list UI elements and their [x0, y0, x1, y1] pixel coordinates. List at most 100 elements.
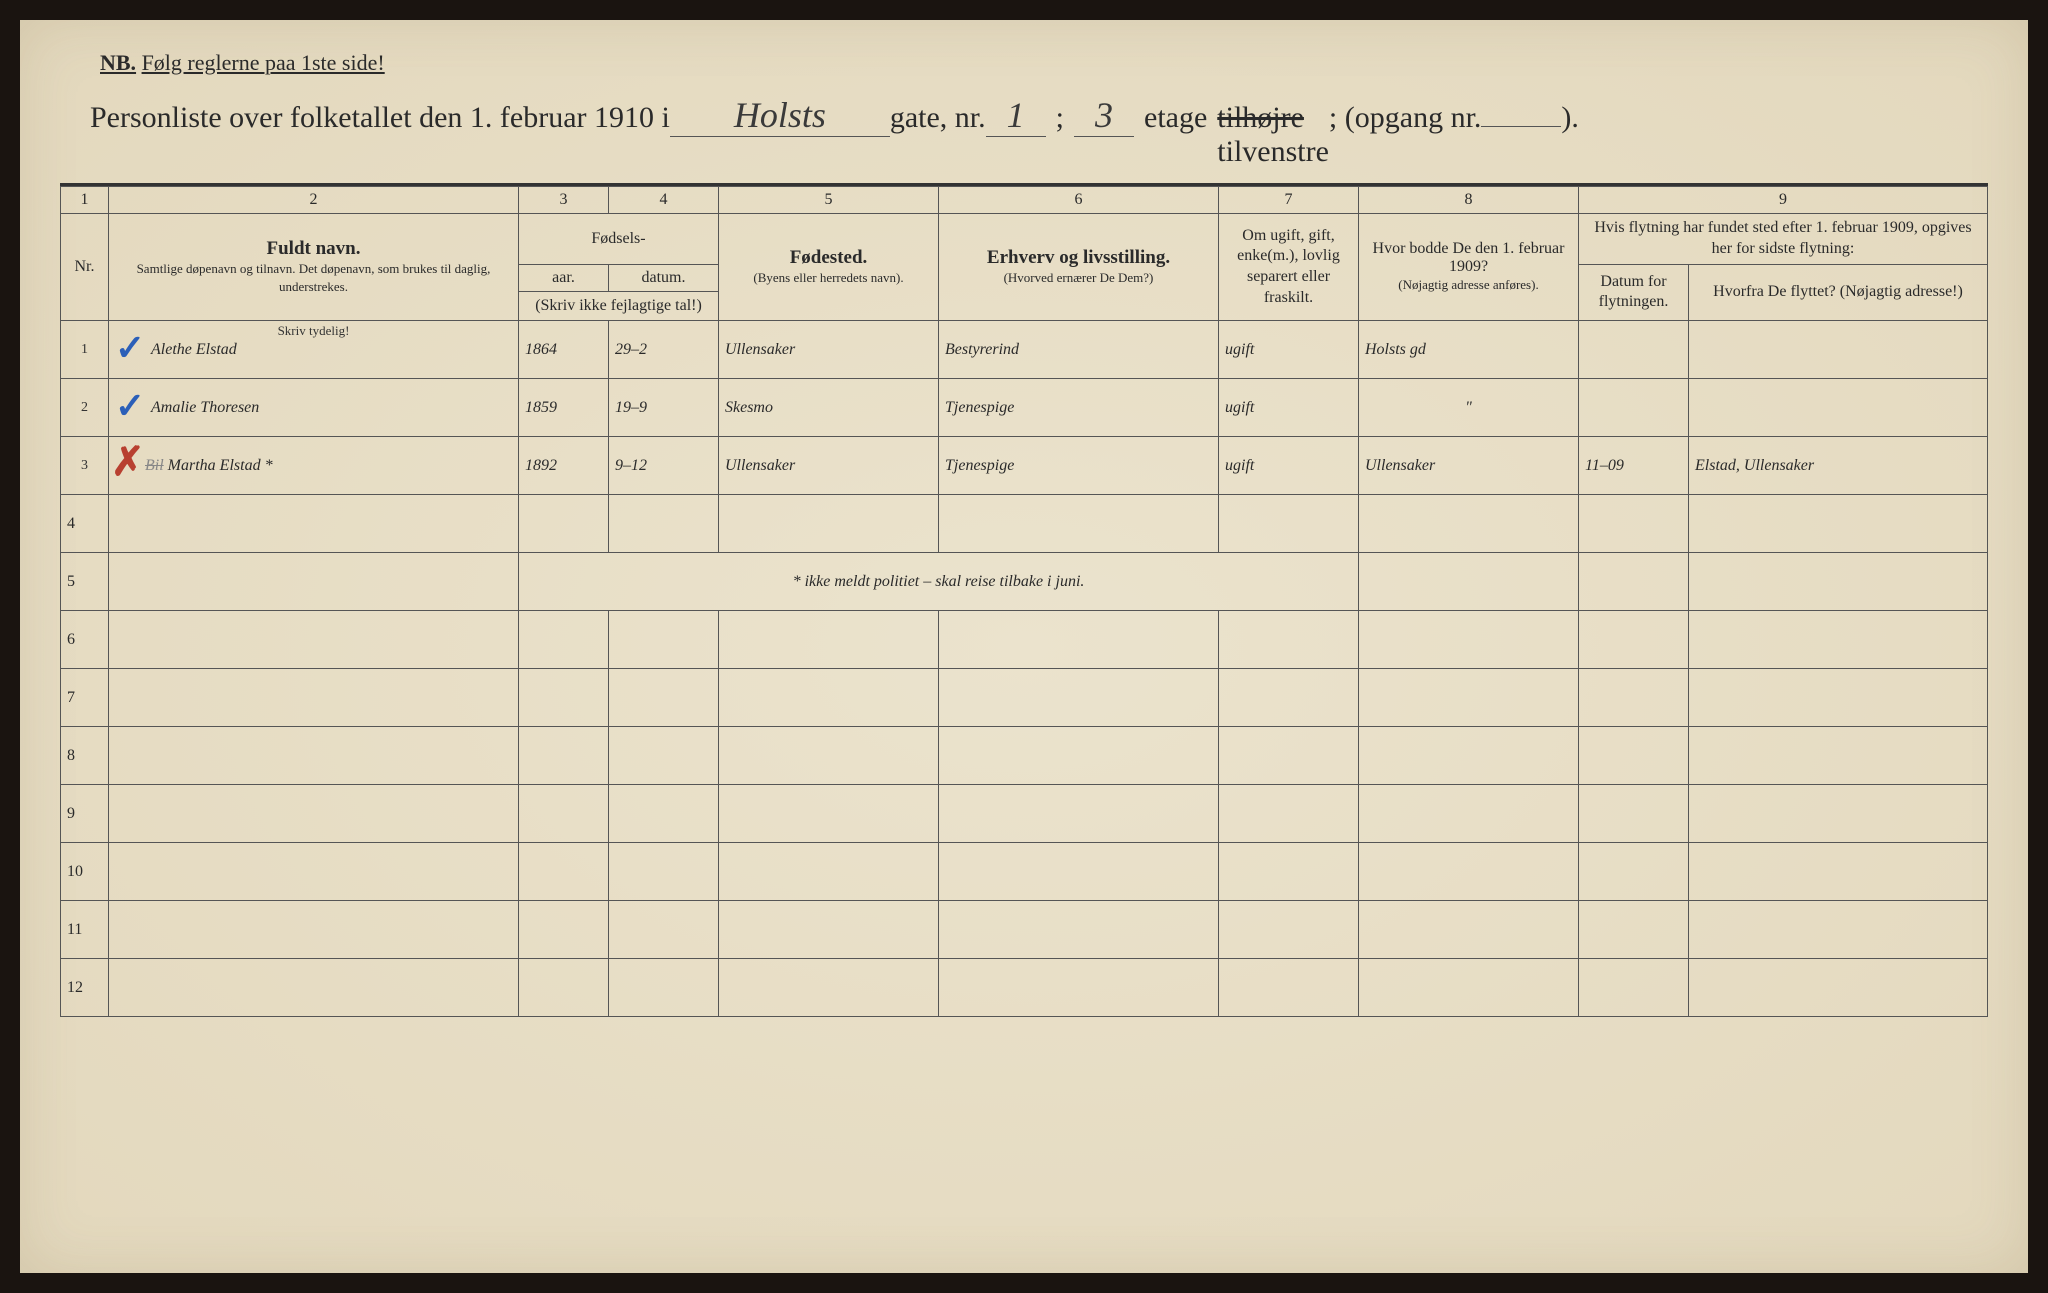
- row-nr: 4: [61, 495, 109, 553]
- table-row: 2 ✓ Amalie Thoresen 1859 19–9 Skesmo Tje…: [61, 379, 1988, 437]
- row-status: ugift: [1219, 321, 1359, 379]
- row-nr: 10: [61, 843, 109, 901]
- col-birthplace-main: Fødested.: [790, 247, 868, 268]
- row-nr: 8: [61, 727, 109, 785]
- col-nr-header: Nr.: [61, 214, 109, 321]
- col-movedate-header: Datum for flytningen.: [1579, 264, 1689, 321]
- form-title-line: Personliste over folketallet den 1. febr…: [60, 94, 1988, 186]
- row-nr: 5: [61, 553, 109, 611]
- row-status: ugift: [1219, 379, 1359, 437]
- col-birthplace-header: Fødested. (Byens eller herredets navn).: [719, 214, 939, 321]
- gate-label: gate, nr.: [890, 101, 986, 135]
- table-row-empty: 11: [61, 901, 1988, 959]
- census-table: 1 2 3 4 5 6 7 8 9 Nr. Fuldt navn. Samtli…: [60, 186, 1988, 1017]
- row-nr: 2: [61, 379, 109, 437]
- colnum-2: 2: [109, 187, 519, 214]
- col-status-header: Om ugift, gift, enke(m.), lovlig separer…: [1219, 214, 1359, 321]
- table-body: 1 Skriv tydelig! ✓ Alethe Elstad 1864 29…: [61, 321, 1988, 1017]
- table-row-empty: 7: [61, 669, 1988, 727]
- row-movefrom: Elstad, Ullensaker: [1689, 437, 1988, 495]
- row-addr1909: Ullensaker: [1359, 437, 1579, 495]
- row-date: 19–9: [609, 379, 719, 437]
- col-name-header: Fuldt navn. Samtlige døpenavn og tilnavn…: [109, 214, 519, 321]
- colnum-8: 8: [1359, 187, 1579, 214]
- closing-paren: ).: [1561, 101, 1579, 135]
- header-row-1: Nr. Fuldt navn. Samtlige døpenavn og til…: [61, 214, 1988, 265]
- col-birthplace-sub: (Byens eller herredets navn).: [753, 270, 903, 285]
- col-birth-sub: (Skriv ikke fejlagtige tal!): [519, 291, 719, 321]
- col-addr1909-main: Hvor bodde De den 1. februar 1909?: [1373, 240, 1565, 275]
- row-date: 29–2: [609, 321, 719, 379]
- row-name: Amalie Thoresen: [151, 399, 259, 416]
- colnum-3: 3: [519, 187, 609, 214]
- row-occupation: Bestyrerind: [939, 321, 1219, 379]
- table-row-empty: 8: [61, 727, 1988, 785]
- table-row-note: 5 * ikke meldt politiet – skal reise til…: [61, 553, 1988, 611]
- nb-instruction: NB. Følg reglerne paa 1ste side!: [60, 50, 1988, 76]
- row-nr: 7: [61, 669, 109, 727]
- row-name-cell: Skriv tydelig! ✓ Alethe Elstad: [109, 321, 519, 379]
- row-addr1909: Holsts gd: [1359, 321, 1579, 379]
- row-nr: 9: [61, 785, 109, 843]
- table-row: 3 ✗ Bil Martha Elstad * 1892 9–12 Ullens…: [61, 437, 1988, 495]
- row-name: Alethe Elstad: [151, 341, 237, 358]
- col-addr1909-sub: (Nøjagtig adresse anføres).: [1398, 277, 1538, 292]
- col-occupation-main: Erhverv og livsstilling.: [987, 247, 1170, 268]
- colnum-7: 7: [1219, 187, 1359, 214]
- title-prefix: Personliste over folketallet den 1. febr…: [90, 101, 670, 135]
- footnote-text: * ikke meldt politiet – skal reise tilba…: [519, 553, 1359, 611]
- row-name: Martha Elstad *: [168, 457, 273, 474]
- row-movefrom: [1689, 379, 1988, 437]
- row-name-cell: ✓ Amalie Thoresen: [109, 379, 519, 437]
- colnum-6: 6: [939, 187, 1219, 214]
- row-movedate: [1579, 321, 1689, 379]
- check-mark-icon: ✓: [115, 327, 145, 369]
- tilvenstre: tilvenstre: [1217, 135, 1329, 168]
- col-movefrom-header: Hvorfra De flyttet? (Nøjagtig adresse!): [1689, 264, 1988, 321]
- row-nr: 1: [61, 321, 109, 379]
- census-form-page: NB. Følg reglerne paa 1ste side! Personl…: [20, 20, 2028, 1273]
- tilhojre-struck: tilhøjre: [1217, 101, 1304, 134]
- colnum-4: 4: [609, 187, 719, 214]
- nb-text: Følg reglerne paa 1ste side!: [142, 50, 385, 75]
- col-year-header: aar.: [519, 264, 609, 291]
- check-mark-icon: ✓: [115, 385, 145, 427]
- street-name-field: Holsts: [670, 94, 890, 137]
- col-date-header: datum.: [609, 264, 719, 291]
- skriv-tydelig-label: Skriv tydelig!: [278, 323, 350, 339]
- colnum-5: 5: [719, 187, 939, 214]
- opgang-nr-field: [1481, 126, 1561, 127]
- nb-label: NB.: [100, 50, 136, 75]
- colnum-1: 1: [61, 187, 109, 214]
- table-row-empty: 4: [61, 495, 1988, 553]
- etage-nr-field: 3: [1074, 94, 1134, 137]
- col-move-group: Hvis flytning har fundet sted efter 1. f…: [1579, 214, 1988, 265]
- row-nr: 12: [61, 959, 109, 1017]
- row-status: ugift: [1219, 437, 1359, 495]
- col-name-main: Fuldt navn.: [267, 238, 361, 259]
- row-occupation: Tjenespige: [939, 437, 1219, 495]
- col-occupation-header: Erhverv og livsstilling. (Hvorved ernære…: [939, 214, 1219, 321]
- col-addr1909-header: Hvor bodde De den 1. februar 1909? (Nøja…: [1359, 214, 1579, 321]
- row-addr1909-ditto: ": [1359, 379, 1579, 437]
- row-movefrom: [1689, 321, 1988, 379]
- row-year: 1892: [519, 437, 609, 495]
- struck-prefix: Bil: [145, 457, 164, 474]
- table-row-empty: 6: [61, 611, 1988, 669]
- semicolon: ;: [1056, 101, 1064, 135]
- row-movedate: 11–09: [1579, 437, 1689, 495]
- table-row: 1 Skriv tydelig! ✓ Alethe Elstad 1864 29…: [61, 321, 1988, 379]
- row-movedate: [1579, 379, 1689, 437]
- col-name-sub: Samtlige døpenavn og tilnavn. Det døpena…: [137, 261, 491, 294]
- column-number-row: 1 2 3 4 5 6 7 8 9: [61, 187, 1988, 214]
- x-mark-icon: ✗: [111, 439, 145, 485]
- table-header: 1 2 3 4 5 6 7 8 9 Nr. Fuldt navn. Samtli…: [61, 187, 1988, 321]
- row-birthplace: Skesmo: [719, 379, 939, 437]
- table-row-empty: 12: [61, 959, 1988, 1017]
- col-birth-group: Fødsels-: [519, 214, 719, 265]
- etage-label: etage: [1144, 101, 1207, 135]
- row-year: 1859: [519, 379, 609, 437]
- row-nr: 6: [61, 611, 109, 669]
- row-nr: 11: [61, 901, 109, 959]
- row-birthplace: Ullensaker: [719, 321, 939, 379]
